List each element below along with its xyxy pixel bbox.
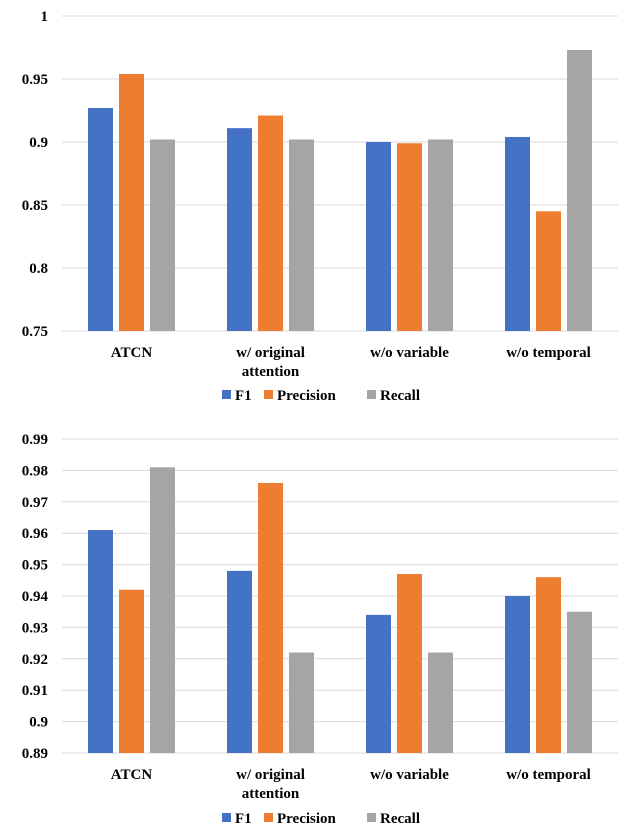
x-category-label: ATCN [111,767,153,783]
y-tick-label: 0.98 [22,463,48,479]
legend-label: F1 [235,388,252,404]
y-tick-label: 0.85 [22,198,48,214]
bar-precision [258,115,283,331]
bar-recall [567,611,592,753]
y-tick-label: 0.95 [22,72,48,88]
bar-precision [397,143,422,331]
y-tick-label: 0.92 [22,652,48,668]
y-tick-label: 0.75 [22,324,48,340]
bar-recall [428,139,453,331]
legend-label: F1 [235,811,252,827]
y-tick-label: 0.95 [22,558,48,574]
legend-swatch-precision [264,390,273,399]
bar-f1 [227,128,252,331]
bar-f1 [505,136,530,331]
bar-f1 [505,596,530,753]
bar-f1 [88,530,113,753]
bar-recall [289,652,314,753]
legend-label: Precision [277,388,337,404]
y-tick-label: 0.96 [22,526,49,542]
x-category-label: w/o temporal [506,345,591,361]
y-tick-label: 0.91 [22,683,48,699]
bar-precision [536,211,561,331]
y-tick-label: 0.9 [29,715,48,731]
bar-precision [119,73,144,332]
y-tick-label: 0.94 [22,589,49,605]
legend-swatch-precision [264,813,273,822]
y-tick-label: 0.89 [22,746,48,762]
legend-swatch-recall [367,813,376,822]
chart-2: 0.89 0.9 0.91 0.92 0.93 0.94 0.95 0.96 0.97 0.98 0… [22,432,618,827]
bar-recall [150,467,175,753]
y-tick-label: 0.99 [22,432,48,448]
chart-1: 0.75 0.8 0.85 0.9 0.95 1 ATCN w/ original attent… [22,9,618,404]
bar-recall [567,50,592,332]
bar-precision [258,482,283,753]
y-tick-label: 0.8 [29,261,48,277]
legend-label: Precision [277,811,337,827]
bar-recall [428,652,453,753]
legend-label: Recall [380,811,420,827]
y-tick-label: 1 [41,9,49,25]
x-category-label: w/o temporal [506,767,591,783]
x-category-label: w/o variable [370,345,449,361]
y-tick-label: 0.9 [29,135,48,151]
legend-swatch-f1 [222,813,231,822]
x-category-label: w/ original attention [236,767,305,802]
x-category-label: ATCN [111,345,153,361]
legend-swatch-recall [367,390,376,399]
x-category-label: w/ original attention [236,345,305,380]
legend-label: Recall [380,388,420,404]
bar-f1 [88,107,113,331]
legend-swatch-f1 [222,390,231,399]
y-tick-label: 0.97 [22,495,49,511]
y-tick-label: 0.93 [22,620,48,636]
bar-precision [397,574,422,753]
bar-recall [150,139,175,331]
bar-recall [289,139,314,331]
bar-precision [119,589,144,753]
bar-f1 [227,570,252,753]
x-category-label: w/o variable [370,767,449,783]
bar-precision [536,577,561,753]
bar-f1 [366,614,391,753]
bar-f1 [366,142,391,331]
